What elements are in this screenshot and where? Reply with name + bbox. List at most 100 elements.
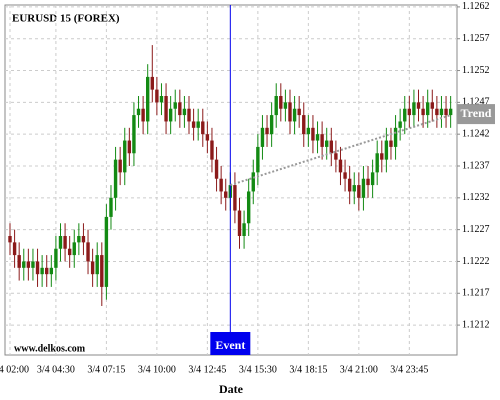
candle-body <box>251 172 255 192</box>
candle-body <box>311 127 315 141</box>
candle-body <box>123 140 127 173</box>
trend-box <box>457 104 495 125</box>
y-tick-label: 1.1252 <box>462 65 490 76</box>
candle-body <box>384 140 389 160</box>
y-tick-label: 1.1262 <box>462 1 490 12</box>
candle-body <box>380 153 384 160</box>
x-tick-label: 3/4 15:30 <box>239 364 277 375</box>
candle-body <box>17 255 21 268</box>
candle-body <box>164 96 168 122</box>
candle-body <box>357 185 361 198</box>
y-tick-label: 1.1217 <box>462 288 490 299</box>
candle-body <box>173 102 177 109</box>
candle-body <box>141 108 145 122</box>
y-tick-label: 1.1232 <box>462 192 490 203</box>
candle-body <box>35 261 40 275</box>
candle-body <box>292 108 297 122</box>
candle-body <box>444 108 448 116</box>
candle-body <box>210 140 214 160</box>
candle-body <box>315 134 320 141</box>
y-tick-label: 1.1227 <box>462 224 490 235</box>
x-tick-label: 3/4 02:00 <box>0 364 29 375</box>
candle-body <box>256 146 260 173</box>
candle-body <box>132 115 136 154</box>
candle-body <box>412 102 416 116</box>
candle-body <box>416 102 421 109</box>
candle-body <box>81 236 86 243</box>
chart-title: EURUSD 15 (FOREX) <box>12 13 120 25</box>
candle-body <box>49 267 54 275</box>
x-tick-label: 3/4 07:15 <box>87 364 125 375</box>
x-tick-label: 3/4 10:00 <box>138 364 176 375</box>
candle-body <box>182 108 187 116</box>
x-axis-title: Date <box>219 382 244 396</box>
candle-body <box>306 127 311 135</box>
candle-body <box>67 248 72 256</box>
watermark: www.delkos.com <box>14 343 86 354</box>
candle-body <box>26 261 31 268</box>
candle-body <box>201 121 205 135</box>
candle-body <box>283 102 288 109</box>
candle-body <box>375 153 379 173</box>
candle-body <box>347 178 352 192</box>
candle-body <box>398 121 402 128</box>
candle-body <box>233 185 237 211</box>
candle-body <box>8 236 12 243</box>
candle-body <box>58 236 63 249</box>
plot-area <box>4 4 458 356</box>
candle-body <box>22 261 26 268</box>
candle-body <box>361 178 366 198</box>
candle-body <box>136 108 141 116</box>
candle-body <box>439 108 444 116</box>
candle-body <box>113 159 118 198</box>
candle-body <box>343 172 347 179</box>
candle-body <box>366 178 370 186</box>
candle-body <box>421 108 425 116</box>
y-tick-label: 1.1257 <box>462 33 490 44</box>
candle-body <box>389 140 393 147</box>
candle-body <box>260 127 265 147</box>
x-tick-label: 3/4 12:45 <box>188 364 226 375</box>
candle-body <box>150 76 154 90</box>
trend-line <box>230 114 451 187</box>
candle-body <box>127 140 132 154</box>
candle-body <box>40 267 44 275</box>
candle-body <box>403 108 407 122</box>
candle-body <box>297 108 301 116</box>
y-tick-label: 1.1242 <box>462 128 490 139</box>
candle-body <box>95 255 99 275</box>
candle-body <box>168 108 173 122</box>
y-tick-label: 1.1222 <box>462 256 490 267</box>
candle-body <box>407 108 412 116</box>
y-tick-label: 1.1237 <box>462 160 490 171</box>
candle-body <box>325 140 329 147</box>
candle-body <box>246 191 251 224</box>
candle-body <box>302 115 306 135</box>
candle-body <box>86 242 90 262</box>
candle-body <box>279 96 283 109</box>
trend-label: Trend <box>461 106 492 120</box>
candle-body <box>205 134 210 141</box>
candle-body <box>269 115 274 135</box>
x-tick-label: 3/4 18:15 <box>289 364 327 375</box>
candle-body <box>118 159 122 173</box>
candle-body <box>72 242 76 256</box>
candle-body <box>104 216 109 287</box>
candle-body <box>320 134 324 147</box>
x-tick-label: 3/4 23:45 <box>390 364 428 375</box>
candle-body <box>242 223 246 236</box>
candle-body <box>178 102 182 116</box>
x-tick-label: 3/4 04:30 <box>37 364 75 375</box>
candle-body <box>191 121 196 128</box>
event-box <box>210 332 251 355</box>
event-label: Event <box>215 338 245 352</box>
candle-body <box>352 185 356 192</box>
candle-body <box>100 255 104 287</box>
candle-body <box>393 127 398 147</box>
candle-body <box>370 172 375 186</box>
candle-body <box>425 102 430 116</box>
candle-body <box>338 159 343 173</box>
candle-body <box>430 102 434 109</box>
candle-body <box>63 236 67 249</box>
